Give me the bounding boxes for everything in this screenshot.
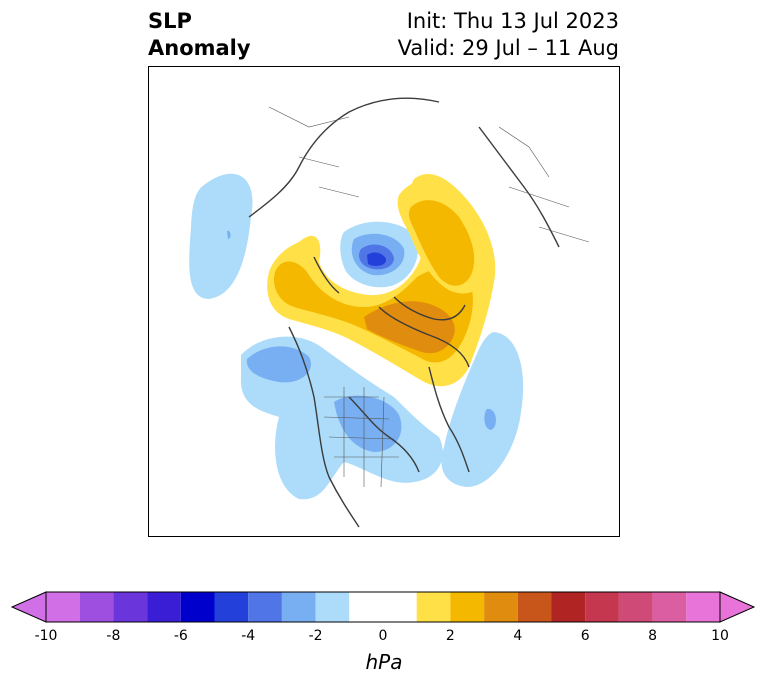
- title-variable-line2: Anomaly: [148, 36, 251, 60]
- init-date: Init: Thu 13 Jul 2023: [406, 9, 619, 33]
- colorbar-tick-label: 0: [378, 628, 388, 644]
- colorbar-cell: [180, 592, 215, 622]
- colorbar-cell: [551, 592, 586, 622]
- colorbar-outline: [45, 591, 721, 623]
- colorbar-cell: [281, 592, 316, 622]
- map-canvas: [149, 67, 619, 536]
- colorbar-tick-label: -6: [173, 628, 188, 644]
- colorbar-cell: [113, 592, 148, 622]
- colorbar-cell: [686, 592, 720, 622]
- plot-title-dates: Init: Thu 13 Jul 2023 Valid: 29 Jul – 11…: [398, 8, 619, 62]
- colorbar-cell: [652, 592, 687, 622]
- colorbar-tick-label: -2: [308, 628, 323, 644]
- colorbar-cell: [79, 592, 114, 622]
- colorbar-tick-label: 10: [711, 628, 729, 644]
- colorbar-overflow-arrow: [719, 591, 756, 623]
- colorbar-cell: [147, 592, 181, 622]
- colorbar-cell: [46, 592, 80, 622]
- colorbar-cell: [315, 592, 350, 622]
- colorbar-tick-label: 8: [648, 628, 658, 644]
- colorbar-cell: [484, 592, 518, 622]
- colorbar-tick-label: 6: [580, 628, 590, 644]
- colorbar-tick-label: -10: [34, 628, 58, 644]
- colorbar-tick-label: 2: [445, 628, 455, 644]
- colorbar: [10, 591, 756, 623]
- colorbar-underflow-arrow: [10, 591, 47, 623]
- colorbar-cells: [46, 592, 720, 622]
- colorbar-cell: [517, 592, 552, 622]
- plot-title-variable: SLP Anomaly: [148, 8, 251, 62]
- title-variable-line1: SLP: [148, 9, 192, 33]
- colorbar-unit-label: hPa: [365, 650, 403, 674]
- colorbar-cell: [248, 592, 282, 622]
- colorbar-cell: [450, 592, 485, 622]
- valid-dates: Valid: 29 Jul – 11 Aug: [397, 36, 619, 60]
- colorbar-cell: [349, 592, 417, 622]
- colorbar-cell: [214, 592, 249, 622]
- anomaly-pacific-negative: [189, 173, 253, 299]
- colorbar-cell: [585, 592, 619, 622]
- anomaly-atlantic-negative: [441, 332, 524, 487]
- colorbar-tick-label: 4: [513, 628, 523, 644]
- colorbar-cell: [416, 592, 451, 622]
- anomaly-map: [148, 66, 620, 537]
- colorbar-tick-label: -4: [241, 628, 256, 644]
- colorbar-cell: [618, 592, 653, 622]
- colorbar-tick-label: -8: [106, 628, 121, 644]
